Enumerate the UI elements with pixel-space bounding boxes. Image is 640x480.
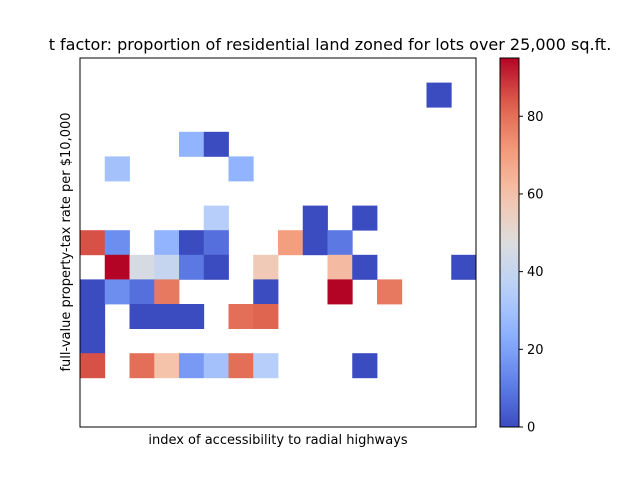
heatmap-cell [203, 131, 229, 157]
heatmap-cell [80, 304, 106, 329]
heatmap-cell [302, 230, 328, 256]
colorbar-tick-label: 0 [527, 421, 535, 436]
heatmap-cell [179, 304, 205, 329]
heatmap-cell [228, 353, 254, 379]
heatmap-cell [352, 254, 378, 280]
chart-title: t factor: proportion of residential land… [49, 35, 612, 54]
heatmap-cell [80, 353, 106, 379]
heatmap-cell [228, 156, 254, 182]
heatmap-cell [203, 353, 229, 379]
heatmap-cell [154, 353, 180, 379]
heatmap-cell [327, 230, 353, 256]
heatmap-cell [352, 205, 378, 231]
heatmap-cell [253, 353, 279, 379]
heatmap-cell [129, 254, 155, 280]
heatmap-cell [302, 205, 328, 231]
heatmap-cell [253, 304, 279, 329]
heatmap-cell [253, 279, 279, 305]
colorbar-tick-label: 20 [527, 343, 544, 358]
heatmap-cell [104, 279, 130, 305]
heatmap-cell [179, 131, 205, 157]
colorbar-ticks: 0 20 40 60 80 [519, 110, 544, 436]
y-axis-label: full-value property-tax rate per $10,000 [59, 112, 74, 371]
heatmap-cells [80, 82, 477, 379]
x-axis-label: index of accessibility to radial highway… [148, 433, 407, 448]
heatmap-cell [154, 279, 180, 305]
heatmap-cell [352, 353, 378, 379]
heatmap-cell [80, 230, 106, 256]
heatmap-cell [80, 328, 106, 354]
plot-frame [79, 57, 477, 428]
heatmap-cell [203, 205, 229, 231]
heatmap-cell [80, 279, 106, 305]
heatmap-cell [179, 230, 205, 256]
heatmap-cell [327, 254, 353, 280]
heatmap-cell [179, 353, 205, 379]
colorbar-frame [499, 57, 520, 428]
heatmap-cell [451, 254, 477, 280]
heatmap-cell [104, 254, 130, 280]
heatmap-cell [129, 353, 155, 379]
heatmap-cell [203, 254, 229, 280]
heatmap-cell [203, 230, 229, 256]
colorbar-tick-label: 60 [527, 187, 544, 202]
heatmap-cell [278, 230, 304, 256]
heatmap-cell [104, 156, 130, 182]
colorbar-gradient [500, 58, 519, 427]
colorbar-tick-label: 80 [527, 110, 544, 125]
heatmap-cell [377, 279, 403, 305]
heatmap-cell [154, 304, 180, 329]
colorbar: 0 20 40 60 80 [499, 57, 544, 436]
heatmap-cell [129, 304, 155, 329]
heatmap-cell [253, 254, 279, 280]
heatmap-cell [426, 82, 452, 108]
heatmap-cell [104, 230, 130, 256]
heatmap-cell [154, 230, 180, 256]
heatmap-cell [154, 254, 180, 280]
heatmap-cell [228, 304, 254, 329]
heatmap-cell [327, 279, 353, 305]
heatmap-cell [129, 279, 155, 305]
heatmap-cell [179, 254, 205, 280]
colorbar-tick-label: 40 [527, 265, 544, 280]
